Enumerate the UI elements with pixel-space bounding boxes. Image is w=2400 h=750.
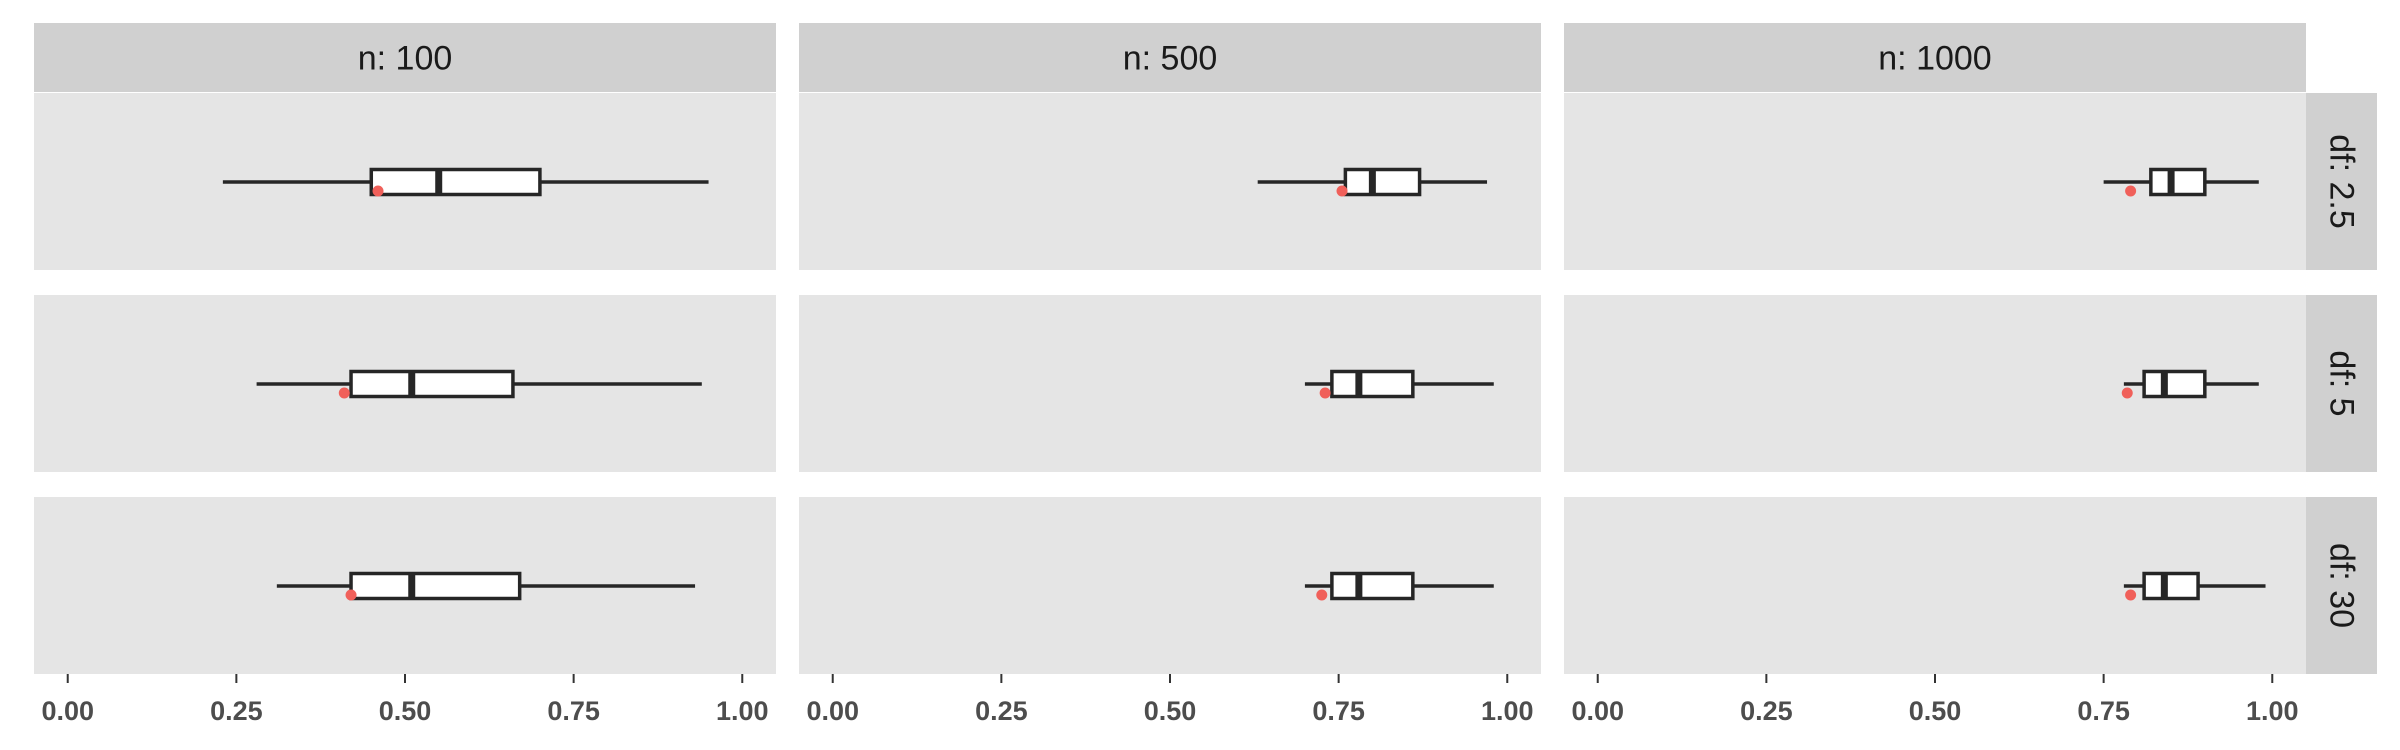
- column-strip-n-100: [34, 23, 776, 92]
- reference-point: [1316, 589, 1328, 601]
- x-axis-n-1000: 0.00 0.25 0.50 0.75 1.00: [1571, 674, 2299, 726]
- x-axis-n-100: 0.00 0.25 0.50 0.75 1.00: [41, 674, 769, 726]
- iqr-box: [349, 571, 522, 601]
- x-tick-label: 0.25: [1740, 696, 1793, 726]
- iqr-box: [2142, 571, 2200, 601]
- panel-df-2-5-n-1000: [1564, 93, 2306, 270]
- x-tick-label: 0.75: [547, 696, 600, 726]
- row-strip-label-df-2-5: df: 2.5: [2323, 134, 2361, 229]
- iqr-box: [2142, 369, 2207, 399]
- x-tick-label: 0.50: [1909, 696, 1962, 726]
- facet-panels: [34, 93, 2306, 674]
- reference-point: [1336, 185, 1348, 197]
- x-tick-label: 0.75: [1312, 696, 1365, 726]
- x-tick-label: 0.25: [210, 696, 263, 726]
- x-axes: 0.00 0.25 0.50 0.75 1.00 0.00 0.25 0.50 0.75 1.00…: [41, 674, 2299, 726]
- x-tick-label: 0.50: [379, 696, 432, 726]
- iqr-box: [349, 369, 515, 399]
- x-tick-label: 1.00: [1481, 696, 1534, 726]
- row-strips: df: 2.5 df: 5 df: 30: [2306, 93, 2377, 674]
- panel-df-30-n-500: [799, 497, 1541, 674]
- column-strip-label-n-500: n: 500: [1123, 40, 1218, 78]
- x-tick-label: 1.00: [2246, 696, 2299, 726]
- iqr-box: [2149, 167, 2207, 197]
- panel-df-2-5-n-100: [34, 93, 776, 270]
- reference-point: [338, 387, 350, 399]
- reference-point: [2121, 387, 2133, 399]
- panel-df-2-5-n-500: [799, 93, 1541, 270]
- iqr-box: [1343, 167, 1422, 197]
- panel-df-5-n-1000: [1564, 295, 2306, 472]
- x-tick-label: 0.00: [41, 696, 94, 726]
- x-tick-label: 0.00: [806, 696, 859, 726]
- panel-df-5-n-500: [799, 295, 1541, 472]
- x-tick-label: 0.75: [2077, 696, 2130, 726]
- column-strips: n: 100 n: 500 n: 1000: [34, 23, 2306, 92]
- x-tick-label: 0.25: [975, 696, 1028, 726]
- reference-point: [1319, 387, 1331, 399]
- x-axis-n-500: 0.00 0.25 0.50 0.75 1.00: [806, 674, 1534, 726]
- panel-df-30-n-100: [34, 497, 776, 674]
- reference-point: [345, 589, 357, 601]
- reference-point: [2125, 589, 2137, 601]
- row-strip-label-df-30: df: 30: [2323, 543, 2361, 628]
- reference-point: [2125, 185, 2137, 197]
- row-strip-df-30: [2306, 497, 2377, 674]
- reference-point: [372, 185, 384, 197]
- column-strip-label-n-100: n: 100: [358, 40, 453, 78]
- panel-df-30-n-1000: [1564, 497, 2306, 674]
- row-strip-label-df-5: df: 5: [2323, 350, 2361, 416]
- row-strip-df-2-5: [2306, 93, 2377, 270]
- iqr-box: [1330, 369, 1415, 399]
- x-tick-label: 0.50: [1144, 696, 1197, 726]
- x-tick-label: 1.00: [716, 696, 769, 726]
- row-strip-df-5: [2306, 295, 2377, 472]
- column-strip-label-n-1000: n: 1000: [1878, 40, 1991, 78]
- iqr-box: [369, 167, 542, 197]
- panel-df-5-n-100: [34, 295, 776, 472]
- iqr-box: [1330, 571, 1415, 601]
- column-strip-n-1000: [1564, 23, 2306, 92]
- column-strip-n-500: [799, 23, 1541, 92]
- x-tick-label: 0.00: [1571, 696, 1624, 726]
